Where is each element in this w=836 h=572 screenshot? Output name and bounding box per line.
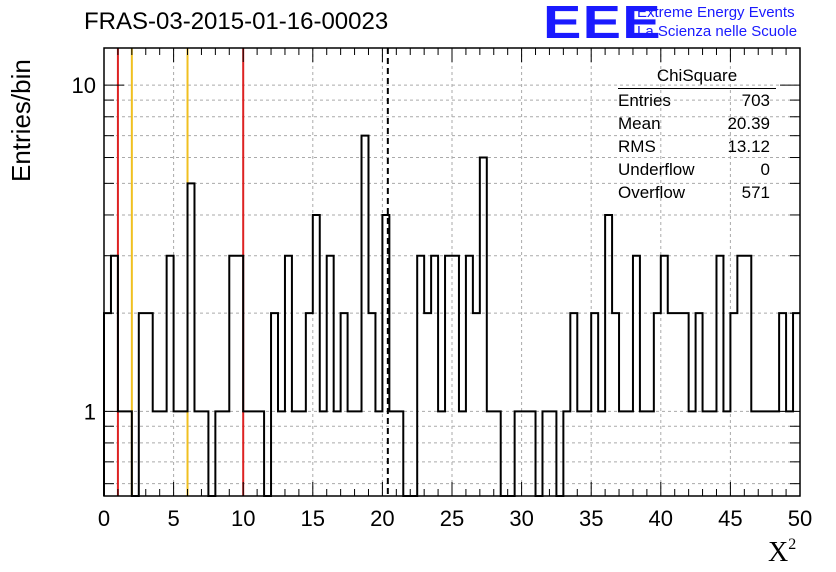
stats-value: 13.12 xyxy=(727,137,770,156)
stats-row: Overflow 571 xyxy=(612,181,778,204)
y-tick-label: 10 xyxy=(72,73,96,98)
stats-value: 20.39 xyxy=(727,114,770,133)
stats-value: 571 xyxy=(741,183,770,202)
x-tick-label: 15 xyxy=(301,506,325,531)
stats-label: RMS xyxy=(618,137,656,156)
x-tick-label: 40 xyxy=(649,506,673,531)
y-axis-label: Entries/bin xyxy=(6,59,36,182)
histogram xyxy=(103,134,800,497)
x-tick-label: 25 xyxy=(440,506,464,531)
axis-ticks xyxy=(103,48,801,496)
stats-label: Mean xyxy=(618,114,661,133)
x-tick-labels: 0 5 10 15 20 25 30 35 40 45 50 xyxy=(98,506,812,531)
histogram-outline xyxy=(103,134,800,497)
stats-label: Entries xyxy=(618,91,671,110)
stats-row: Underflow 0 xyxy=(612,158,778,181)
x-axis-label: X2 xyxy=(768,536,796,569)
x-tick-label: 20 xyxy=(370,506,394,531)
chart-title: FRAS-03-2015-01-16-00023 xyxy=(84,8,389,35)
stats-label: Underflow xyxy=(618,160,695,179)
logo-mark: EEE xyxy=(543,0,662,48)
logo-line-2: La Scienza nelle Scuole xyxy=(637,23,798,40)
y-axis-label-wrap: Entries/bin xyxy=(6,59,36,382)
logo-line-1: Extreme Energy Events xyxy=(637,4,795,21)
stats-row: Mean 20.39 xyxy=(612,112,778,135)
x-tick-label: 45 xyxy=(718,506,742,531)
stats-row: Entries 703 xyxy=(612,89,778,112)
stats-box: ChiSquare Entries 703 Mean 20.39 RMS 13.12 Und… xyxy=(612,66,778,204)
y-tick-label: 1 xyxy=(84,399,96,424)
stats-label: Overflow xyxy=(618,183,686,202)
x-tick-label: 35 xyxy=(579,506,603,531)
marker-lines xyxy=(116,48,245,496)
x-tick-label: 0 xyxy=(98,506,110,531)
x-axis-label-main: X xyxy=(768,537,789,568)
x-axis-label-sup: 2 xyxy=(788,536,797,553)
y-tick-labels: 1 10 xyxy=(72,73,96,424)
stats-value: 703 xyxy=(741,91,770,110)
stats-value: 0 xyxy=(760,160,770,179)
stats-rows: Entries 703 Mean 20.39 RMS 13.12 Underflow 0 Ove… xyxy=(612,89,778,204)
stats-title: ChiSquare xyxy=(618,66,776,89)
stats-row: RMS 13.12 xyxy=(612,135,778,158)
x-tick-label: 5 xyxy=(167,506,179,531)
x-tick-label: 10 xyxy=(231,506,255,531)
x-tick-label: 50 xyxy=(788,506,812,531)
x-tick-label: 30 xyxy=(509,506,533,531)
